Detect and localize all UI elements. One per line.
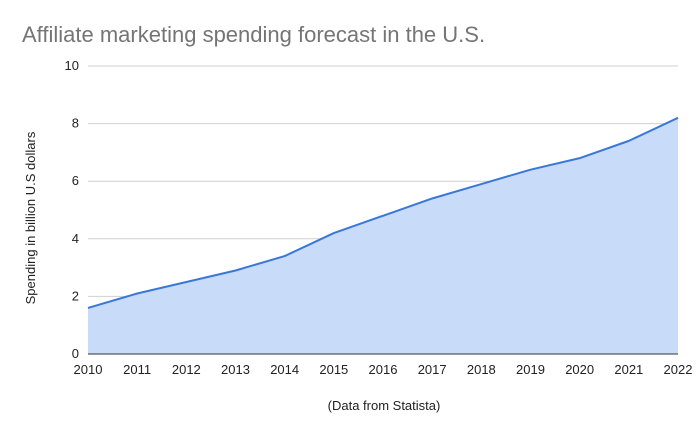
data-point [381, 214, 385, 218]
x-tick-label: 2014 [270, 362, 299, 377]
y-tick-label: 6 [72, 173, 79, 188]
x-tick-label: 2012 [172, 362, 201, 377]
x-tick-label: 2017 [418, 362, 447, 377]
y-tick-label: 2 [72, 288, 79, 303]
x-tick-label: 2022 [664, 362, 693, 377]
x-tick-label: 2013 [221, 362, 250, 377]
y-tick-label: 10 [65, 58, 79, 73]
x-tick-label: 2010 [74, 362, 103, 377]
data-point [283, 254, 287, 258]
y-tick-label: 4 [72, 231, 79, 246]
y-axis-ticks: 0 2 4 6 8 10 [65, 58, 79, 361]
x-axis-ticks: 2010 2011 2012 2013 2014 2015 2016 2017 2018 2019… [74, 362, 693, 377]
chart-title: Affiliate marketing spending forecast in… [22, 22, 485, 47]
area-series [86, 116, 680, 355]
data-point [234, 268, 238, 272]
data-point [676, 116, 680, 120]
data-point [627, 139, 631, 143]
x-tick-label: 2016 [369, 362, 398, 377]
series-line [87, 116, 679, 309]
data-point [86, 306, 90, 310]
y-tick-label: 8 [72, 116, 79, 131]
data-point [529, 168, 533, 172]
x-axis-label: (Data from Statista) [328, 398, 441, 413]
area-fill [88, 117, 678, 354]
x-tick-label: 2019 [516, 362, 545, 377]
x-tick-label: 2011 [123, 362, 151, 377]
y-tick-label: 0 [72, 346, 79, 361]
x-tick-label: 2021 [614, 362, 643, 377]
data-point [578, 156, 582, 160]
data-point [184, 280, 188, 284]
data-point [135, 292, 139, 296]
data-point [332, 231, 336, 235]
x-tick-label: 2015 [319, 362, 348, 377]
x-tick-label: 2020 [565, 362, 594, 377]
data-point [430, 196, 434, 200]
x-tick-label: 2018 [467, 362, 496, 377]
data-point [479, 182, 483, 186]
y-axis-label: Spending in billion U.S dollars [23, 131, 38, 304]
